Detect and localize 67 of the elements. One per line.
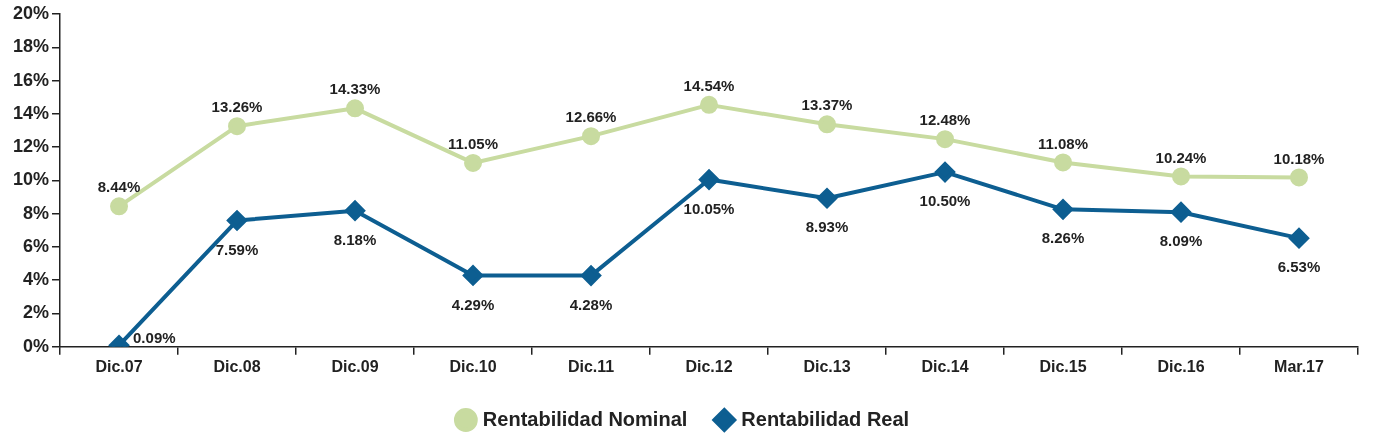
data-label: 14.33% <box>329 80 381 98</box>
data-label: 13.37% <box>801 96 853 114</box>
data-label: 8.26% <box>1041 229 1085 247</box>
point <box>1053 199 1074 220</box>
y-tick-label: 10% <box>13 169 50 190</box>
data-label: 0.09% <box>133 329 176 347</box>
y-tick-label: 20% <box>13 2 50 23</box>
point <box>1054 153 1073 172</box>
y-tick-label: 8% <box>23 202 50 223</box>
point <box>700 95 719 114</box>
point <box>935 162 956 183</box>
data-label: 4.28% <box>569 295 613 313</box>
data-label: 12.66% <box>565 108 617 126</box>
y-tick-label: 12% <box>13 136 50 157</box>
data-label: 14.54% <box>683 77 735 94</box>
data-label: 11.08% <box>1037 134 1089 152</box>
y-tick-label: 0% <box>23 335 50 356</box>
data-label: 8.09% <box>1159 232 1203 250</box>
x-tick-label: Dic.07 <box>95 357 143 375</box>
x-tick-label: Dic.12 <box>685 357 733 375</box>
data-label: 10.05% <box>683 199 735 217</box>
data-label: 10.24% <box>1155 148 1207 166</box>
legend-label: Rentabilidad Nominal <box>482 407 688 430</box>
data-label: 11.05% <box>447 135 499 153</box>
data-label: 10.50% <box>919 192 971 210</box>
x-tick-label: Dic.14 <box>921 357 969 375</box>
y-tick-label: 6% <box>23 235 50 256</box>
point <box>1289 228 1309 249</box>
point <box>346 99 365 118</box>
data-label: 6.53% <box>1277 258 1321 276</box>
point <box>110 197 129 216</box>
x-tick-label: Dic.09 <box>331 357 379 375</box>
point <box>936 130 955 149</box>
point <box>582 127 601 146</box>
point <box>818 115 837 134</box>
data-label: 4.29% <box>451 295 495 313</box>
legend-label: Rentabilidad Real <box>741 407 910 430</box>
data-label: 8.44% <box>97 178 141 196</box>
point <box>581 265 602 286</box>
data-label: 8.93% <box>805 218 849 236</box>
point <box>228 117 247 136</box>
x-tick-label: Dic.11 <box>567 357 615 375</box>
y-tick-label: 14% <box>13 102 50 123</box>
x-tick-label: Dic.10 <box>449 357 497 375</box>
point <box>1171 202 1191 223</box>
y-tick-label: 2% <box>23 302 50 323</box>
point <box>464 153 483 172</box>
data-label: 10.18% <box>1273 149 1325 167</box>
x-tick-label: Dic.16 <box>1157 357 1205 375</box>
x-tick-label: Mar.17 <box>1274 357 1325 375</box>
data-label: 7.59% <box>215 240 259 258</box>
point <box>345 200 366 221</box>
point <box>817 188 838 209</box>
y-tick-label: 16% <box>13 69 50 90</box>
x-tick-label: Dic.15 <box>1039 357 1087 375</box>
x-tick-label: Dic.08 <box>213 357 261 375</box>
point <box>463 265 484 286</box>
y-tick-label: 4% <box>23 269 50 290</box>
point <box>1172 167 1190 186</box>
data-label: 12.48% <box>919 111 971 129</box>
data-label: 13.26% <box>211 98 263 116</box>
point <box>227 210 248 231</box>
x-tick-label: Dic.13 <box>803 357 851 375</box>
data-label: 8.18% <box>333 230 377 248</box>
y-tick-label: 18% <box>13 36 50 57</box>
point <box>1290 168 1308 187</box>
point <box>699 169 720 190</box>
